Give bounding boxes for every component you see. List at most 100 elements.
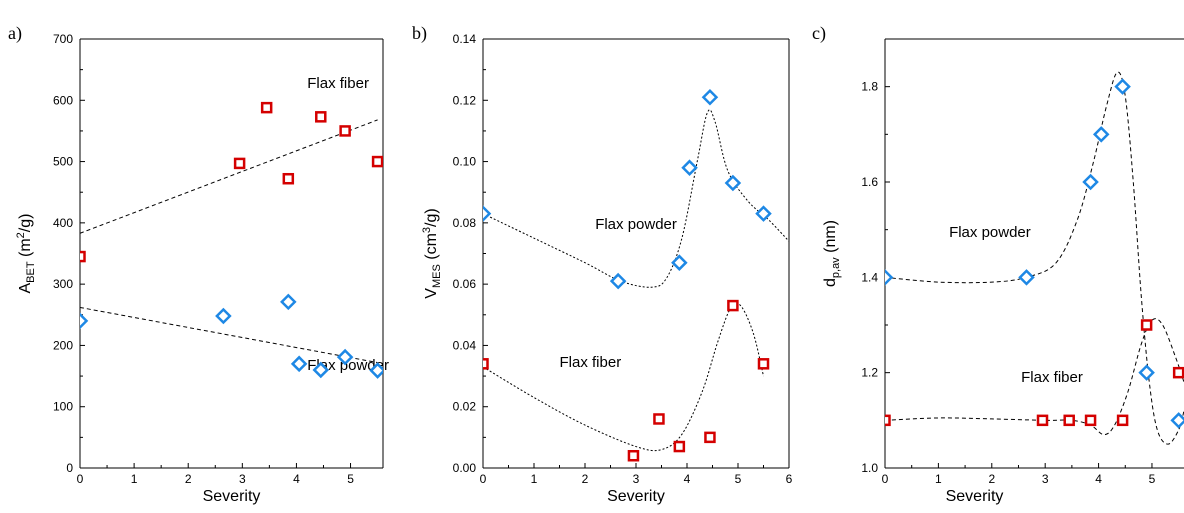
series-annotation: Flax fiber xyxy=(1021,369,1083,386)
x-tick-label: 1 xyxy=(531,472,538,486)
data-point-diamond xyxy=(215,307,232,325)
data-point-diamond xyxy=(336,348,354,366)
data-point-diamond xyxy=(1138,364,1155,381)
data-point-diamond xyxy=(701,88,719,106)
data-point-square xyxy=(727,299,739,312)
data-point-square xyxy=(757,358,770,370)
fit-curve xyxy=(80,119,378,234)
data-point-diamond xyxy=(1018,269,1035,286)
data-point-diamond xyxy=(1170,412,1184,429)
y-tick-label: 0.10 xyxy=(453,155,477,169)
panel-letter: b) xyxy=(412,23,427,44)
y-axis-label: ABET (m2/g) xyxy=(15,214,37,294)
data-point-square xyxy=(1084,414,1097,427)
series-annotation: Flax fiber xyxy=(560,354,622,371)
y-tick-label: 400 xyxy=(53,216,73,230)
y-axis-label-part: (cm xyxy=(423,233,440,264)
data-point-diamond xyxy=(280,293,297,311)
x-tick-label: 2 xyxy=(185,472,192,486)
chart-panel-2: b) 0 1 2 3 4 5 6 0.00 0.02 0.04 0.06 0.08 0.10 0.12 0.1… xyxy=(412,23,793,505)
data-point-diamond xyxy=(369,362,383,379)
data-point-diamond xyxy=(1092,126,1110,143)
y-tick-label: 1.8 xyxy=(861,80,878,94)
data-point-square xyxy=(339,125,351,137)
data-point-diamond xyxy=(483,205,492,222)
x-tick-label: 5 xyxy=(735,472,742,486)
y-tick-label: 0.04 xyxy=(453,338,477,352)
y-tick-label: 0.02 xyxy=(453,400,477,414)
y-tick-label: 700 xyxy=(53,32,73,46)
y-axis-label-part: /g) xyxy=(423,208,440,227)
y-axis-label-part: p,av xyxy=(830,257,842,278)
x-tick-label: 2 xyxy=(988,472,995,486)
x-tick-label: 4 xyxy=(684,472,691,486)
data-point-square xyxy=(483,358,489,370)
x-tick-label: 0 xyxy=(480,472,487,486)
y-tick-label: 0.12 xyxy=(453,93,477,107)
y-axis-label-part: d xyxy=(822,278,839,287)
x-axis-label: Severity xyxy=(946,488,1004,505)
y-axis-label-part: BET xyxy=(25,261,37,283)
data-point-diamond xyxy=(1082,173,1099,191)
data-point-diamond xyxy=(755,205,772,222)
data-point-square xyxy=(282,172,295,185)
data-point-diamond xyxy=(681,159,698,176)
x-axis-label: Severity xyxy=(203,488,261,505)
data-point-diamond xyxy=(290,355,308,373)
chart-panel-1: a) 0 1 2 3 4 5 0 100 200 300 400 500 600 700 Severity AB… xyxy=(8,23,389,505)
series-annotation: Flax fiber xyxy=(307,75,369,92)
y-axis-label-part: 2 xyxy=(15,232,27,238)
x-tick-label: 1 xyxy=(131,472,138,486)
data-point-square xyxy=(1172,366,1184,379)
series-annotation: Flax powder xyxy=(595,216,677,233)
data-point-diamond xyxy=(312,361,330,379)
y-axis-label-part: V xyxy=(423,288,440,299)
panel-letter: a) xyxy=(8,23,22,44)
data-point-square xyxy=(260,101,273,114)
x-tick-label: 6 xyxy=(786,472,793,486)
x-tick-label: 3 xyxy=(1042,472,1049,486)
y-axis-label-part: A xyxy=(17,282,34,293)
y-tick-label: 0.14 xyxy=(453,32,477,46)
y-tick-label: 600 xyxy=(53,93,73,107)
y-tick-label: 300 xyxy=(53,277,73,291)
data-point-square xyxy=(1063,414,1075,427)
y-tick-label: 500 xyxy=(53,155,73,169)
fit-curve xyxy=(885,71,1184,445)
y-tick-label: 1.6 xyxy=(861,175,878,189)
y-tick-label: 0 xyxy=(66,461,73,475)
data-point-square xyxy=(673,440,686,453)
y-axis-label-part: (nm) xyxy=(822,220,839,257)
data-point-square xyxy=(704,431,716,444)
data-point-diamond xyxy=(885,269,894,286)
data-point-diamond xyxy=(724,174,742,192)
x-tick-label: 4 xyxy=(293,472,300,486)
x-tick-label: 4 xyxy=(1095,472,1102,486)
data-point-square xyxy=(1140,319,1153,331)
fit-curve xyxy=(483,302,764,452)
data-point-square xyxy=(315,111,327,123)
panel-letter: c) xyxy=(812,23,826,44)
y-tick-label: 1.4 xyxy=(861,270,878,284)
data-point-square xyxy=(80,250,86,263)
y-axis-label-part: MES xyxy=(431,264,443,288)
x-tick-label: 0 xyxy=(77,472,84,486)
x-tick-label: 0 xyxy=(882,472,889,486)
data-point-square xyxy=(885,414,891,427)
y-axis-label-part: 3 xyxy=(421,227,433,233)
chart-panel-3: c) 0 1 2 3 4 5 1.0 1.2 1.4 1.6 1.8 Severity dp,av (nm… xyxy=(812,23,1184,505)
data-point-diamond xyxy=(609,272,627,290)
data-point-square xyxy=(653,413,665,425)
x-tick-label: 1 xyxy=(935,472,942,486)
x-tick-label: 5 xyxy=(1149,472,1156,486)
x-tick-label: 5 xyxy=(347,472,354,486)
y-tick-label: 0.06 xyxy=(453,277,477,291)
data-point-diamond xyxy=(1114,78,1131,95)
data-point-square xyxy=(627,449,640,462)
x-tick-label: 2 xyxy=(582,472,589,486)
y-tick-label: 0.00 xyxy=(453,461,477,475)
data-point-square xyxy=(1036,414,1049,427)
y-axis-label: VMES (cm3/g) xyxy=(421,208,443,298)
y-tick-label: 200 xyxy=(53,338,73,352)
